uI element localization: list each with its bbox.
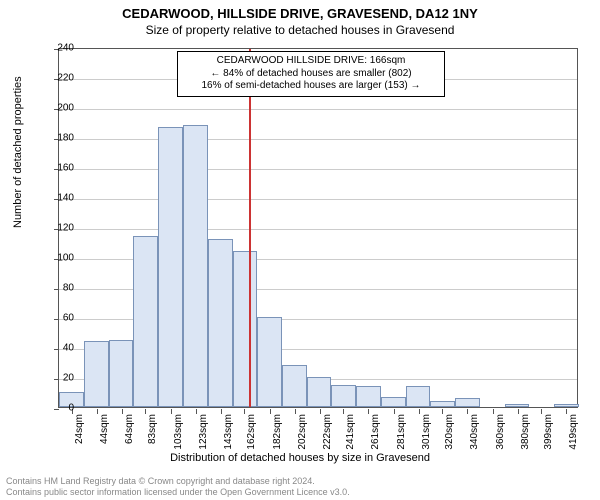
histogram-bar	[233, 251, 257, 407]
chart-title-main: CEDARWOOD, HILLSIDE DRIVE, GRAVESEND, DA…	[0, 0, 600, 21]
histogram-bar	[356, 386, 381, 407]
xtick-label: 162sqm	[246, 414, 257, 450]
xtick-mark	[221, 409, 222, 414]
ytick-mark	[54, 289, 59, 290]
xtick-mark	[122, 409, 123, 414]
grid-line	[59, 229, 577, 230]
grid-line	[59, 169, 577, 170]
ytick-label: 40	[63, 343, 74, 354]
xtick-label: 261sqm	[370, 414, 381, 450]
chart-title-sub: Size of property relative to detached ho…	[0, 21, 600, 37]
grid-line	[59, 109, 577, 110]
histogram-bar	[554, 404, 579, 407]
annotation-line1: CEDARWOOD HILLSIDE DRIVE: 166sqm	[182, 55, 440, 68]
xtick-mark	[295, 409, 296, 414]
ytick-label: 120	[57, 223, 74, 234]
xtick-label: 83sqm	[147, 414, 158, 444]
annotation-box: CEDARWOOD HILLSIDE DRIVE: 166sqm ← 84% o…	[177, 51, 445, 97]
ytick-label: 200	[57, 103, 74, 114]
histogram-bar	[109, 340, 133, 408]
histogram-bar	[208, 239, 233, 407]
xtick-mark	[320, 409, 321, 414]
histogram-bar	[331, 385, 356, 408]
xtick-label: 399sqm	[543, 414, 554, 450]
footer-line1: Contains HM Land Registry data © Crown c…	[6, 476, 350, 487]
xtick-mark	[493, 409, 494, 414]
histogram-bar	[158, 127, 183, 408]
histogram-bar	[381, 397, 406, 408]
ytick-label: 60	[63, 313, 74, 324]
histogram-bar	[257, 317, 282, 407]
xtick-mark	[518, 409, 519, 414]
xtick-label: 44sqm	[99, 414, 110, 444]
y-axis-title: Number of detached properties	[12, 76, 24, 228]
xtick-label: 103sqm	[173, 414, 184, 450]
xtick-label: 64sqm	[124, 414, 135, 444]
ytick-label: 80	[63, 283, 74, 294]
histogram-bar	[406, 386, 430, 407]
plot-region: CEDARWOOD HILLSIDE DRIVE: 166sqm ← 84% o…	[58, 48, 578, 408]
footer-line2: Contains public sector information licen…	[6, 487, 350, 498]
xtick-mark	[171, 409, 172, 414]
xtick-label: 360sqm	[495, 414, 506, 450]
histogram-bar	[430, 401, 455, 407]
histogram-bar	[84, 341, 109, 407]
ytick-label: 240	[57, 43, 74, 54]
annotation-line3: 16% of semi-detached houses are larger (…	[182, 80, 440, 93]
xtick-label: 222sqm	[322, 414, 333, 450]
histogram-bar	[282, 365, 307, 407]
xtick-label: 320sqm	[444, 414, 455, 450]
ytick-mark	[54, 379, 59, 380]
xtick-label: 241sqm	[345, 414, 356, 450]
xtick-label: 419sqm	[568, 414, 579, 450]
ytick-label: 220	[57, 73, 74, 84]
xtick-mark	[270, 409, 271, 414]
ytick-label: 100	[57, 253, 74, 264]
xtick-label: 143sqm	[223, 414, 234, 450]
histogram-bar	[505, 404, 529, 407]
chart-area: CEDARWOOD HILLSIDE DRIVE: 166sqm ← 84% o…	[58, 48, 578, 408]
xtick-mark	[394, 409, 395, 414]
histogram-bar	[307, 377, 331, 407]
annotation-line2: ← 84% of detached houses are smaller (80…	[182, 68, 440, 81]
footer-attribution: Contains HM Land Registry data © Crown c…	[6, 476, 350, 498]
xtick-label: 340sqm	[469, 414, 480, 450]
xtick-label: 380sqm	[520, 414, 531, 450]
xtick-mark	[97, 409, 98, 414]
xtick-mark	[419, 409, 420, 414]
ytick-label: 180	[57, 133, 74, 144]
xtick-label: 281sqm	[396, 414, 407, 450]
ytick-label: 140	[57, 193, 74, 204]
histogram-bar	[455, 398, 480, 407]
histogram-bar	[133, 236, 158, 407]
grid-line	[59, 139, 577, 140]
xtick-label: 24sqm	[74, 414, 85, 444]
histogram-bar	[183, 125, 208, 407]
xtick-label: 182sqm	[272, 414, 283, 450]
marker-line	[249, 49, 251, 407]
ytick-label: 20	[63, 373, 74, 384]
xtick-label: 202sqm	[297, 414, 308, 450]
xtick-mark	[196, 409, 197, 414]
ytick-mark	[54, 409, 59, 410]
grid-line	[59, 199, 577, 200]
xtick-label: 123sqm	[198, 414, 209, 450]
ytick-label: 0	[68, 403, 74, 414]
ytick-mark	[54, 319, 59, 320]
x-axis-title: Distribution of detached houses by size …	[0, 452, 600, 464]
ytick-label: 160	[57, 163, 74, 174]
ytick-mark	[54, 349, 59, 350]
xtick-label: 301sqm	[421, 414, 432, 450]
